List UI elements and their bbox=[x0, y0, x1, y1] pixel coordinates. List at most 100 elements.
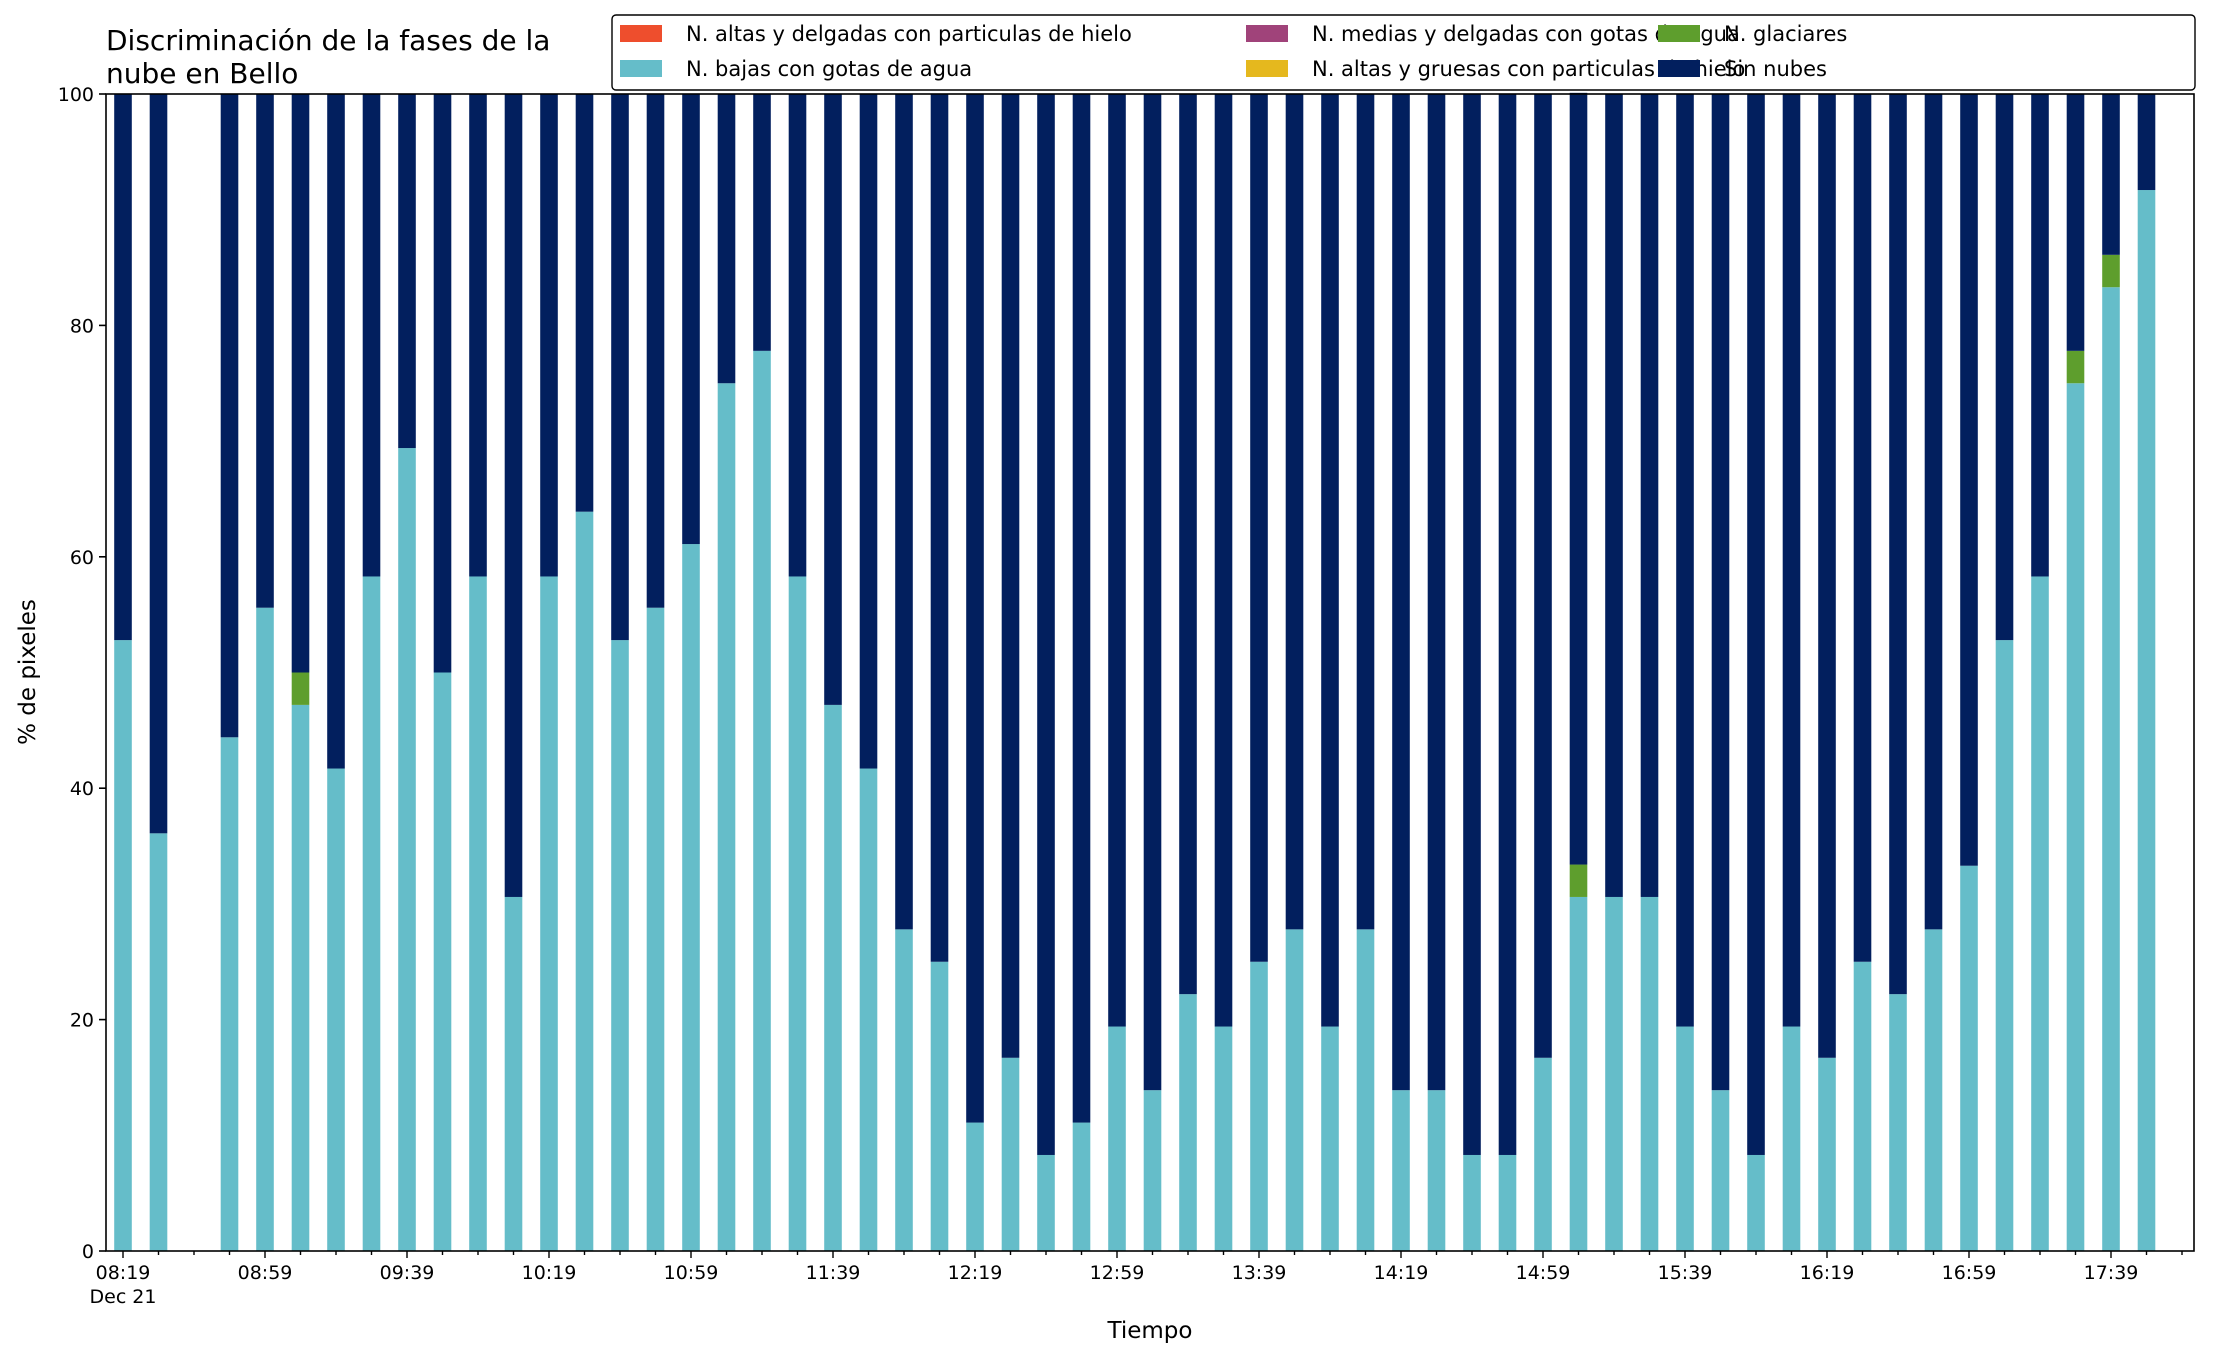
y-tick-label: 80 bbox=[70, 315, 94, 337]
x-tick-label: 14:19 bbox=[1374, 1262, 1429, 1284]
bar-bajas_agua-46 bbox=[1747, 1154, 1765, 1251]
bar-bajas_agua-24 bbox=[966, 1122, 984, 1251]
bar-glaciares-5 bbox=[291, 672, 310, 705]
y-tick-label: 100 bbox=[58, 84, 94, 106]
bar-sin_nubes-24 bbox=[966, 94, 984, 1123]
legend-label-bajas_agua: N. bajas con gotas de agua bbox=[686, 57, 972, 81]
chart-title-line-2: nube en Bello bbox=[106, 57, 298, 90]
legend-swatch-glaciares bbox=[1658, 25, 1700, 42]
bar-bajas_agua-50 bbox=[1889, 994, 1907, 1251]
bar-glaciares-55 bbox=[2066, 350, 2085, 384]
bar-sin_nubes-56 bbox=[2102, 94, 2120, 255]
bar-bajas_agua-54 bbox=[2031, 576, 2049, 1251]
bar-sin_nubes-37 bbox=[1427, 94, 1446, 1091]
bar-sin_nubes-20 bbox=[824, 94, 842, 705]
bar-sin_nubes-14 bbox=[611, 94, 629, 641]
bar-sin_nubes-31 bbox=[1214, 94, 1233, 1027]
bar-sin_nubes-51 bbox=[1924, 94, 1943, 930]
bar-sin_nubes-48 bbox=[1818, 94, 1836, 1058]
bar-sin_nubes-4 bbox=[256, 94, 274, 608]
y-tick-label: 0 bbox=[82, 1241, 94, 1263]
bar-bajas_agua-22 bbox=[895, 929, 913, 1251]
x-tick-label: 08:19 bbox=[96, 1262, 151, 1284]
bar-bajas_agua-3 bbox=[220, 737, 239, 1251]
bar-sin_nubes-23 bbox=[930, 94, 949, 962]
x-tick-label: 11:39 bbox=[806, 1262, 861, 1284]
bar-bajas_agua-53 bbox=[1995, 640, 2014, 1251]
bar-bajas_agua-47 bbox=[1782, 1026, 1801, 1251]
x-tick-label: 10:59 bbox=[664, 1262, 719, 1284]
bar-bajas_agua-4 bbox=[256, 607, 274, 1251]
bar-sin_nubes-46 bbox=[1747, 94, 1765, 1155]
bar-sin_nubes-12 bbox=[540, 94, 558, 577]
bar-bajas_agua-27 bbox=[1072, 1122, 1091, 1251]
bar-sin_nubes-16 bbox=[682, 94, 700, 545]
bar-sin_nubes-18 bbox=[753, 94, 771, 351]
bar-sin_nubes-29 bbox=[1143, 94, 1162, 1091]
bars-layer bbox=[114, 92, 2156, 1252]
x-tick-label: 17:39 bbox=[2084, 1262, 2139, 1284]
bar-sin_nubes-6 bbox=[327, 94, 345, 769]
legend-box bbox=[611, 14, 2196, 91]
bar-bajas_agua-45 bbox=[1711, 1090, 1730, 1251]
bar-sin_nubes-21 bbox=[859, 94, 878, 769]
bar-glaciares-41 bbox=[1569, 864, 1588, 897]
bar-sin_nubes-52 bbox=[1960, 94, 1978, 866]
x-tick-label: 16:19 bbox=[1800, 1262, 1855, 1284]
bar-sin_nubes-54 bbox=[2031, 94, 2049, 577]
bar-sin_nubes-15 bbox=[646, 94, 665, 608]
bar-sin_nubes-43 bbox=[1640, 94, 1659, 897]
bar-bajas_agua-29 bbox=[1143, 1090, 1162, 1251]
bar-bajas_agua-6 bbox=[327, 768, 345, 1251]
bar-sin_nubes-8 bbox=[398, 94, 416, 449]
bar-bajas_agua-35 bbox=[1356, 929, 1375, 1251]
x-tick-label: 12:59 bbox=[1090, 1262, 1145, 1284]
bar-bajas_agua-20 bbox=[824, 704, 842, 1251]
bar-sin_nubes-44 bbox=[1676, 94, 1694, 1027]
bar-bajas_agua-32 bbox=[1250, 961, 1268, 1251]
bar-glaciares-56 bbox=[2102, 254, 2120, 288]
bar-sin_nubes-30 bbox=[1179, 94, 1197, 995]
bar-bajas_agua-44 bbox=[1676, 1026, 1694, 1251]
bar-bajas_agua-23 bbox=[930, 961, 949, 1251]
x-tick-label: 13:39 bbox=[1232, 1262, 1287, 1284]
bar-sin_nubes-3 bbox=[220, 94, 239, 738]
bar-bajas_agua-5 bbox=[291, 704, 310, 1251]
bar-bajas_agua-26 bbox=[1037, 1154, 1055, 1251]
x-tick-label: 10:19 bbox=[522, 1262, 577, 1284]
bar-sin_nubes-11 bbox=[504, 94, 523, 897]
x-tick-label: 16:59 bbox=[1942, 1262, 1997, 1284]
x-tick-label: 14:59 bbox=[1516, 1262, 1571, 1284]
bar-bajas_agua-17 bbox=[717, 383, 736, 1251]
plot-area-frame bbox=[105, 93, 2195, 1252]
bar-sin_nubes-5 bbox=[291, 94, 310, 673]
bar-sin_nubes-41 bbox=[1569, 92, 1588, 865]
bar-sin_nubes-36 bbox=[1392, 94, 1410, 1091]
legend-swatch-altas_gruesas bbox=[1246, 60, 1288, 77]
bar-sin_nubes-25 bbox=[1001, 94, 1020, 1058]
bar-sin_nubes-49 bbox=[1853, 94, 1872, 962]
bar-sin_nubes-57 bbox=[2137, 94, 2156, 191]
bar-sin_nubes-42 bbox=[1605, 94, 1623, 897]
legend-label-glaciares: N. glaciares bbox=[1724, 22, 1847, 46]
bar-bajas_agua-25 bbox=[1001, 1057, 1020, 1251]
bar-bajas_agua-57 bbox=[2137, 190, 2156, 1251]
legend-swatch-sin_nubes bbox=[1658, 60, 1700, 77]
y-tick-label: 20 bbox=[70, 1010, 94, 1032]
bar-bajas_agua-37 bbox=[1427, 1090, 1446, 1251]
x-tick-label: 12:19 bbox=[948, 1262, 1003, 1284]
bar-bajas_agua-12 bbox=[540, 576, 558, 1251]
bar-bajas_agua-34 bbox=[1321, 1026, 1339, 1251]
bar-bajas_agua-1 bbox=[149, 833, 168, 1251]
bar-bajas_agua-48 bbox=[1818, 1057, 1836, 1251]
bar-bajas_agua-30 bbox=[1179, 994, 1197, 1251]
bar-sin_nubes-0 bbox=[114, 94, 132, 641]
bar-bajas_agua-52 bbox=[1960, 865, 1978, 1251]
legend: N. altas y delgadas con particulas de hi… bbox=[611, 14, 2196, 91]
bar-sin_nubes-22 bbox=[895, 94, 913, 930]
bar-sin_nubes-35 bbox=[1356, 94, 1375, 930]
bar-bajas_agua-40 bbox=[1534, 1057, 1552, 1251]
bar-sin_nubes-13 bbox=[575, 94, 594, 512]
